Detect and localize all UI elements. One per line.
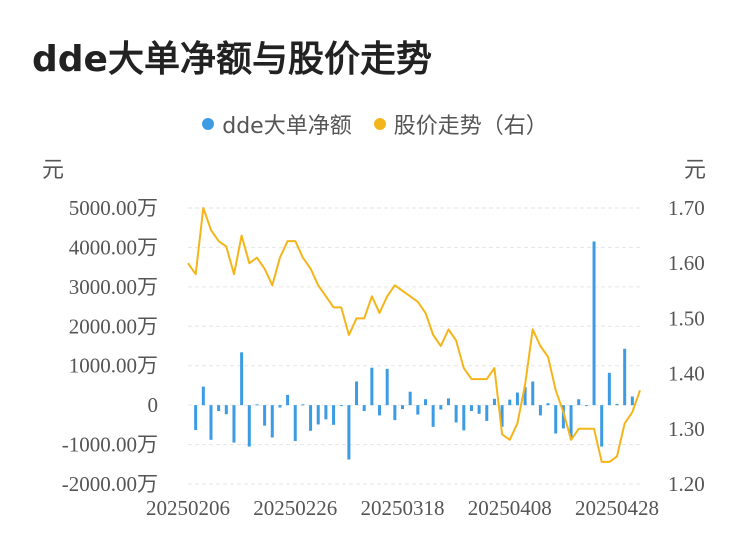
bar[interactable]: [492, 398, 496, 406]
bar[interactable]: [515, 392, 519, 406]
bar[interactable]: [209, 405, 213, 440]
bar[interactable]: [309, 405, 313, 431]
price-line[interactable]: [187, 207, 641, 463]
bar[interactable]: [385, 368, 389, 406]
y-left-tick-label: -2000.00万: [62, 472, 158, 496]
bar[interactable]: [630, 396, 634, 406]
y-right-tick-label: 1.70: [668, 196, 705, 220]
bar[interactable]: [316, 405, 320, 425]
bar[interactable]: [293, 405, 297, 442]
y-right-unit: 元: [684, 158, 706, 183]
bar[interactable]: [332, 405, 336, 425]
bar[interactable]: [607, 372, 611, 406]
bar[interactable]: [393, 405, 397, 421]
bar[interactable]: [324, 405, 328, 420]
bar[interactable]: [577, 399, 581, 406]
gridlines: [188, 207, 640, 485]
bar[interactable]: [347, 405, 351, 460]
y-left-tick-label: 3000.00万: [69, 275, 158, 299]
bar[interactable]: [286, 394, 290, 406]
bar[interactable]: [339, 405, 343, 407]
bar[interactable]: [370, 367, 374, 406]
x-tick-label: 20250206: [146, 496, 230, 520]
bar[interactable]: [477, 405, 481, 414]
bar[interactable]: [546, 403, 550, 406]
y-left-tick-label: 0: [148, 393, 159, 417]
y-right-tick-label: 1.60: [668, 251, 705, 275]
bar[interactable]: [270, 405, 274, 438]
bar[interactable]: [194, 405, 198, 430]
bar[interactable]: [378, 405, 382, 416]
bar[interactable]: [554, 405, 558, 434]
y-left-tick-label: -1000.00万: [62, 433, 158, 457]
bar[interactable]: [301, 404, 305, 406]
legend: dde大单净额 股价走势（右）: [0, 108, 750, 140]
bar[interactable]: [500, 405, 504, 427]
bar[interactable]: [247, 405, 251, 447]
bar[interactable]: [569, 405, 573, 440]
bar[interactable]: [446, 398, 450, 406]
bar[interactable]: [462, 405, 466, 431]
bar[interactable]: [255, 404, 259, 406]
line-series: [187, 207, 641, 463]
bar[interactable]: [531, 381, 535, 406]
bar[interactable]: [362, 405, 366, 412]
bar[interactable]: [232, 405, 236, 443]
y-right-tick-label: 1.30: [668, 417, 705, 441]
bar[interactable]: [224, 405, 228, 415]
bar[interactable]: [584, 405, 588, 407]
bar[interactable]: [523, 387, 527, 406]
bar[interactable]: [485, 405, 489, 421]
x-tick-label: 20250226: [253, 496, 337, 520]
y-left-tick-label: 2000.00万: [69, 314, 158, 338]
bar-series: [194, 241, 634, 460]
legend-item-price[interactable]: 股价走势（右）: [373, 108, 548, 140]
bar[interactable]: [201, 386, 205, 406]
y-left-tick-label: 1000.00万: [69, 354, 158, 378]
bar[interactable]: [592, 241, 596, 406]
bar[interactable]: [408, 391, 412, 406]
x-tick-label: 20250318: [361, 496, 445, 520]
bar[interactable]: [439, 405, 443, 410]
legend-label-price: 股价走势（右）: [393, 114, 548, 139]
x-tick-label: 20250428: [575, 496, 659, 520]
y-right-tick-label: 1.20: [668, 472, 705, 496]
y-left-unit: 元: [42, 158, 64, 183]
bar[interactable]: [355, 381, 359, 406]
legend-marker-dde: [202, 118, 215, 130]
bar[interactable]: [217, 405, 221, 412]
axes: 5000.00万 4000.00万 3000.00万 2000.00万 1000.00万…: [42, 158, 706, 520]
legend-marker-price: [373, 118, 386, 130]
bar[interactable]: [454, 405, 458, 423]
y-right-tick-label: 1.40: [668, 362, 705, 386]
x-tick-label: 20250408: [468, 496, 552, 520]
bar[interactable]: [561, 405, 565, 429]
legend-label-dde: dde大单净额: [222, 114, 352, 139]
bar[interactable]: [416, 405, 420, 415]
bar[interactable]: [615, 403, 619, 406]
bar[interactable]: [623, 348, 627, 406]
legend-item-dde[interactable]: dde大单净额: [202, 108, 352, 140]
bar[interactable]: [469, 405, 473, 412]
bar[interactable]: [538, 405, 542, 416]
bar[interactable]: [401, 405, 405, 410]
bar[interactable]: [278, 405, 282, 408]
bar[interactable]: [263, 405, 267, 426]
bar[interactable]: [508, 399, 512, 406]
chart-title: dde大单净额与股价走势: [32, 39, 432, 80]
y-left-tick-label: 5000.00万: [69, 196, 158, 220]
bar[interactable]: [423, 399, 427, 406]
y-left-tick-label: 4000.00万: [69, 235, 158, 259]
bar[interactable]: [431, 405, 435, 427]
y-right-tick-label: 1.50: [668, 306, 705, 330]
bar[interactable]: [240, 352, 244, 406]
bar[interactable]: [600, 405, 604, 447]
